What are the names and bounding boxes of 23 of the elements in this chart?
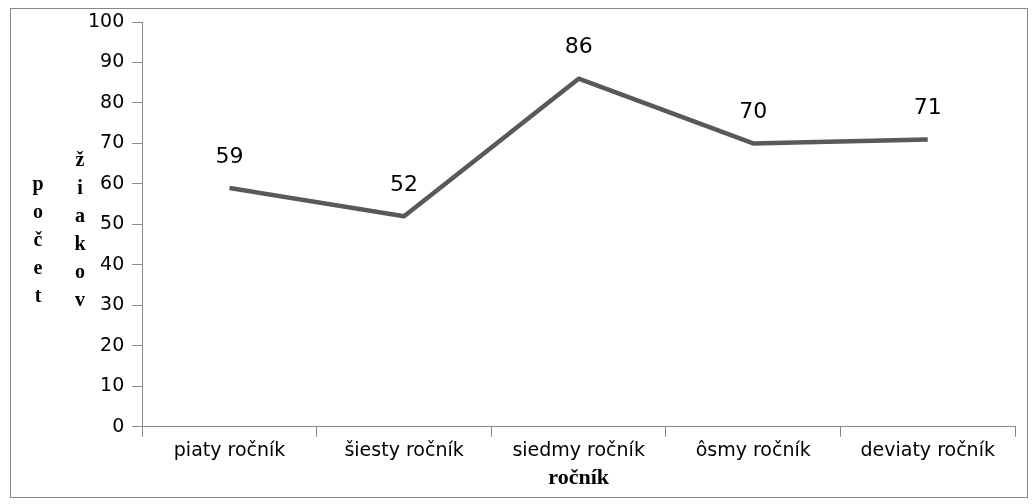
data-label: 71 <box>913 94 942 120</box>
x-tick-label: deviaty ročník <box>860 438 995 461</box>
y-tick-label: 30 <box>100 292 125 315</box>
y-tick-label: 50 <box>100 211 125 234</box>
y-tick-label: 40 <box>100 251 125 274</box>
y-axis-title: počet žiakov <box>27 148 91 316</box>
x-axis-title: ročník <box>548 464 610 490</box>
y-tick-label: 10 <box>100 373 125 396</box>
x-tick-label: siedmy ročník <box>512 438 645 461</box>
y-tick-label: 80 <box>100 89 125 112</box>
y-tick-label: 90 <box>100 49 125 72</box>
x-tick-label: piaty ročník <box>173 438 286 461</box>
data-label: 59 <box>215 142 244 168</box>
data-label: 86 <box>564 33 593 59</box>
x-tick-label: ôsmy ročník <box>695 438 811 461</box>
y-tick-label: 20 <box>100 332 125 355</box>
data-label: 52 <box>390 171 419 197</box>
y-tick-label: 100 <box>88 8 125 31</box>
y-tick-label: 0 <box>112 413 125 436</box>
y-tick-label: 70 <box>100 130 125 153</box>
data-label: 70 <box>739 98 768 124</box>
x-tick-label: šiesty ročník <box>344 438 464 461</box>
y-tick-label: 60 <box>100 170 125 193</box>
